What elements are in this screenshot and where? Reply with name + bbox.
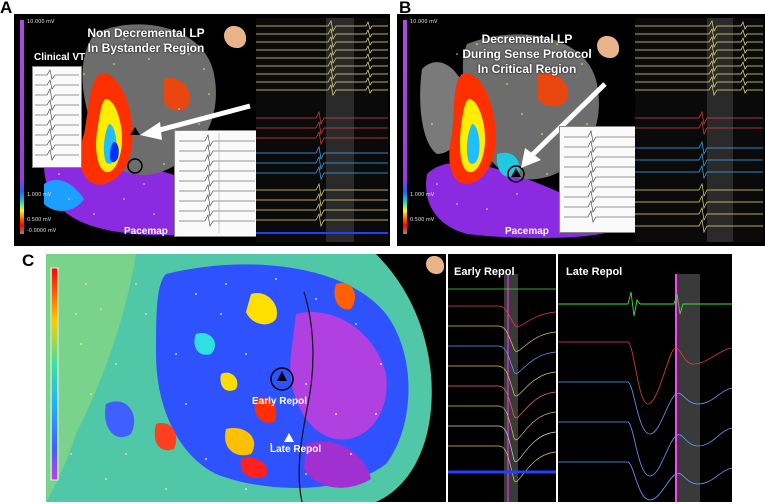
panel-b-egm-traces[interactable] [635, 18, 763, 242]
panel-c-egm-late[interactable]: Late Repol [558, 254, 732, 502]
panel-a-title: Non Decremental LP In Bystander Region [76, 26, 216, 56]
panel-c-egm-late-title: Late Repol [566, 266, 623, 278]
panel-a-scale-bottom: -0.0000 mV [27, 228, 57, 234]
panel-a-title-line1: Non Decremental LP [87, 26, 205, 40]
panel-a-scale-mid: 1.000 mV [27, 192, 52, 198]
pacemap-ecg-inset [174, 130, 260, 237]
clinical-vt-ecg-inset [32, 66, 82, 168]
panel-b-scale-top: 10.000 mV [410, 19, 438, 25]
panel-a: 10.000 mV 1.000 mV 0.500 mV -0.0000 mV N… [14, 14, 390, 246]
panel-b-scale-low: 0.500 mV [410, 217, 435, 223]
panel-b-title-line3: In Critical Region [477, 62, 577, 76]
panel-c-letter: C [22, 251, 35, 270]
panel-a-inset-label: Clinical VT [34, 52, 86, 63]
panel-c-egm-early-title: Early Repol [454, 266, 515, 278]
panel-c-repolarization-map[interactable] [46, 254, 446, 502]
heart-orientation-icon[interactable] [224, 26, 246, 48]
panel-b-scale-mid: 1.000 mV [410, 192, 435, 198]
panel-a-egm-traces[interactable] [256, 18, 388, 242]
panel-b-title: Decremental LP During Sense Protocol In … [447, 32, 607, 77]
panel-b-title-line2: During Sense Protocol [462, 47, 592, 61]
panel-b: 10.000 mV 1.000 mV 0.500 mV Decremental … [397, 14, 765, 246]
panel-a-pacemap-label: Pacemap [124, 226, 168, 237]
panel-c-late-label: Late Repol [270, 444, 322, 455]
panel-b-title-line1: Decremental LP [481, 32, 573, 46]
heart-orientation-icon[interactable] [426, 256, 444, 274]
panel-b-letter: B [399, 0, 412, 17]
panel-c-egm-early[interactable]: Early Repol [448, 254, 556, 502]
heart-orientation-icon[interactable] [597, 36, 619, 58]
panel-a-scale-top: 10.000 mV [27, 19, 55, 25]
panel-a-letter: A [0, 0, 13, 17]
panel-a-scale-low: 0.500 mV [27, 217, 52, 223]
panel-c-early-label: Early Repol [252, 396, 308, 407]
panel-c: Early Repol Late Repol [46, 254, 446, 502]
pacemap-ecg-inset [559, 126, 641, 233]
panel-a-title-line2: In Bystander Region [87, 41, 205, 55]
panel-b-pacemap-label: Pacemap [505, 226, 549, 237]
